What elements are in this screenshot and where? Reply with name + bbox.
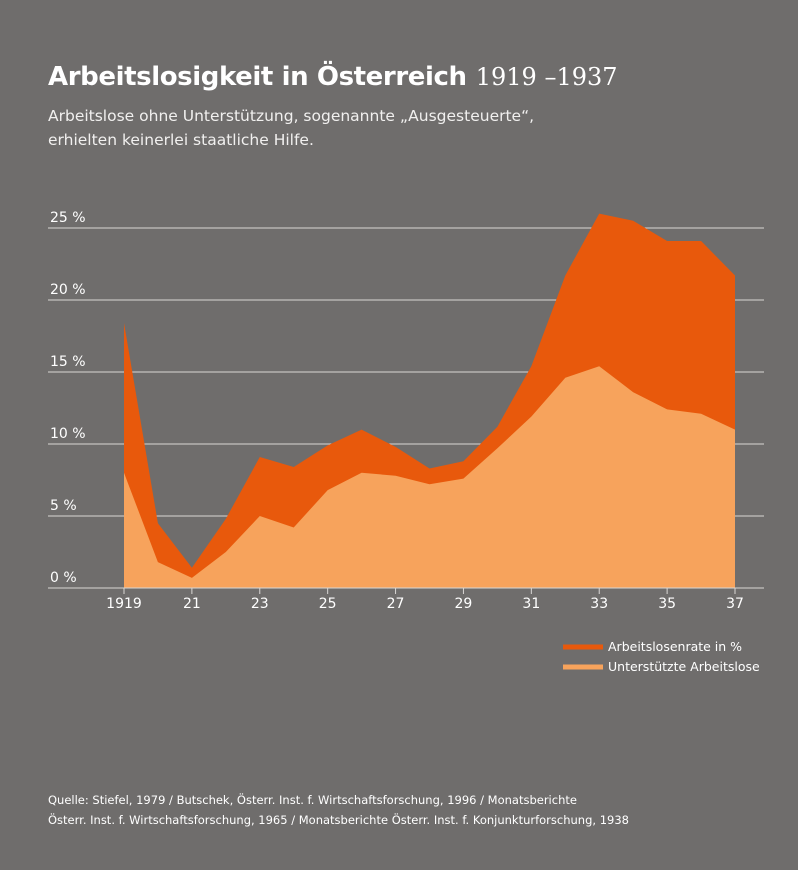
chart-title-main: Arbeitslosigkeit in Österreich [48, 62, 467, 92]
y-tick-label: 10 % [50, 426, 86, 442]
x-tick-label: 27 [387, 596, 405, 612]
x-tick-label: 35 [658, 596, 676, 612]
source-line-2: Österr. Inst. f. Wirtschaftsforschung, 1… [48, 813, 629, 827]
chart-subtitle: Arbeitslose ohne Unterstützung, sogenann… [48, 104, 748, 152]
chart-title-years: 1919 –1937 [475, 63, 618, 91]
chart-subtitle-line-2: erhielten keinerlei staatliche Hilfe. [48, 131, 314, 149]
y-tick-label: 20 % [50, 282, 86, 298]
axes: 0 % 5 % 10 % 15 % 20 % 25 % 1919 21 23 25 27 29 31 33… [48, 210, 764, 612]
y-tick-label: 25 % [50, 210, 86, 226]
legend-label-unterstuetzte: Unterstützte Arbeitslose [608, 659, 760, 674]
legend-label-arbeitslosenrate: Arbeitslosenrate in % [608, 639, 742, 654]
y-tick-label: 5 % [50, 498, 77, 514]
x-tick-label: 1919 [106, 596, 142, 612]
chart-subtitle-line-1: Arbeitslose ohne Unterstützung, sogenann… [48, 107, 535, 125]
x-tick-label: 33 [590, 596, 608, 612]
x-tick-label: 25 [319, 596, 337, 612]
x-tick-label: 29 [455, 596, 473, 612]
x-tick-label: 31 [522, 596, 540, 612]
y-tick-label: 15 % [50, 354, 86, 370]
source-line-1: Quelle: Stiefel, 1979 / Butschek, Österr… [48, 793, 577, 807]
y-tick-label: 0 % [50, 570, 77, 586]
data-areas [124, 213, 735, 588]
source-note: Quelle: Stiefel, 1979 / Butschek, Österr… [48, 790, 788, 830]
legend: Arbeitslosenrate in % Unterstützte Arbeit… [563, 639, 760, 674]
chart-title: Arbeitslosigkeit in Österreich 1919 –193… [48, 62, 618, 92]
x-tick-label: 21 [183, 596, 201, 612]
x-tick-label: 37 [726, 596, 744, 612]
area-unterstuetzte-arbeitslose [124, 366, 735, 588]
x-tick-label: 23 [251, 596, 269, 612]
